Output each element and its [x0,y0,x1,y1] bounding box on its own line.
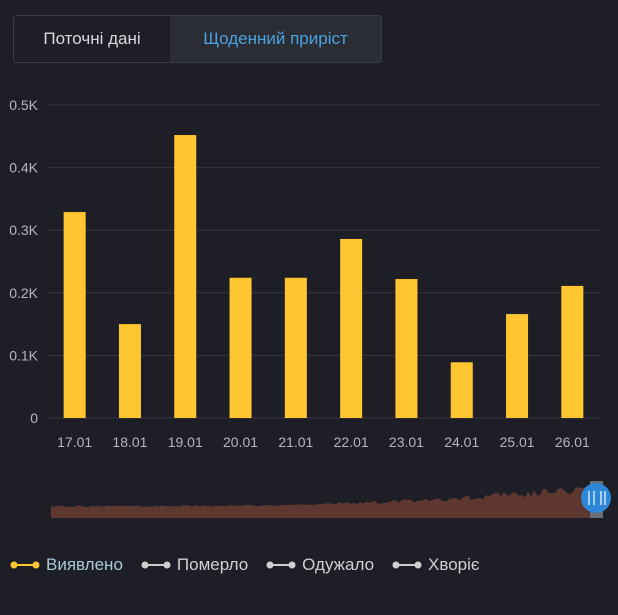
legend-label: Померло [177,555,248,575]
legend-item[interactable]: Померло [141,555,248,575]
legend-line-marker-icon [392,560,422,570]
navigator-area [51,487,590,518]
bar[interactable] [561,286,583,418]
bar[interactable] [340,239,362,418]
legend-line-marker-icon [141,560,171,570]
x-tick-label: 25.01 [500,434,535,450]
y-tick-label: 0.3K [9,222,38,238]
bar[interactable] [119,324,141,418]
x-tick-label: 20.01 [223,434,258,450]
bar-chart: 0 0.1K 0.2K 0.3K 0.4K 0.5K 17.01 18.01 19.01 20.0… [0,0,618,530]
legend-label: Виявлено [46,555,123,575]
y-tick-label: 0 [30,410,38,426]
bar[interactable] [451,362,473,418]
legend-item[interactable]: Виявлено [10,555,123,575]
x-tick-label: 19.01 [168,434,203,450]
legend-label: Одужало [302,555,374,575]
legend-label: Хворіє [428,555,480,575]
legend: Виявлено Померло Одужало Хворіє [10,555,480,575]
y-tick-label: 0.2K [9,285,38,301]
legend-line-marker-icon [10,560,40,570]
x-tick-label: 21.01 [278,434,313,450]
legend-item[interactable]: Одужало [266,555,374,575]
bar[interactable] [230,278,252,418]
x-tick-label: 26.01 [555,434,590,450]
x-tick-label: 24.01 [444,434,479,450]
y-tick-label: 0.5K [9,97,38,113]
x-tick-label: 18.01 [112,434,147,450]
x-tick-label: 23.01 [389,434,424,450]
bar[interactable] [285,278,307,418]
x-tick-label: 22.01 [334,434,369,450]
x-tick-label: 17.01 [57,434,92,450]
bar[interactable] [64,212,86,418]
legend-item[interactable]: Хворіє [392,555,480,575]
y-tick-label: 0.4K [9,160,38,176]
legend-line-marker-icon [266,560,296,570]
navigator-handle[interactable] [581,483,611,513]
bar[interactable] [395,279,417,418]
bar[interactable] [506,314,528,418]
bar[interactable] [174,135,196,418]
y-tick-label: 0.1K [9,347,38,363]
